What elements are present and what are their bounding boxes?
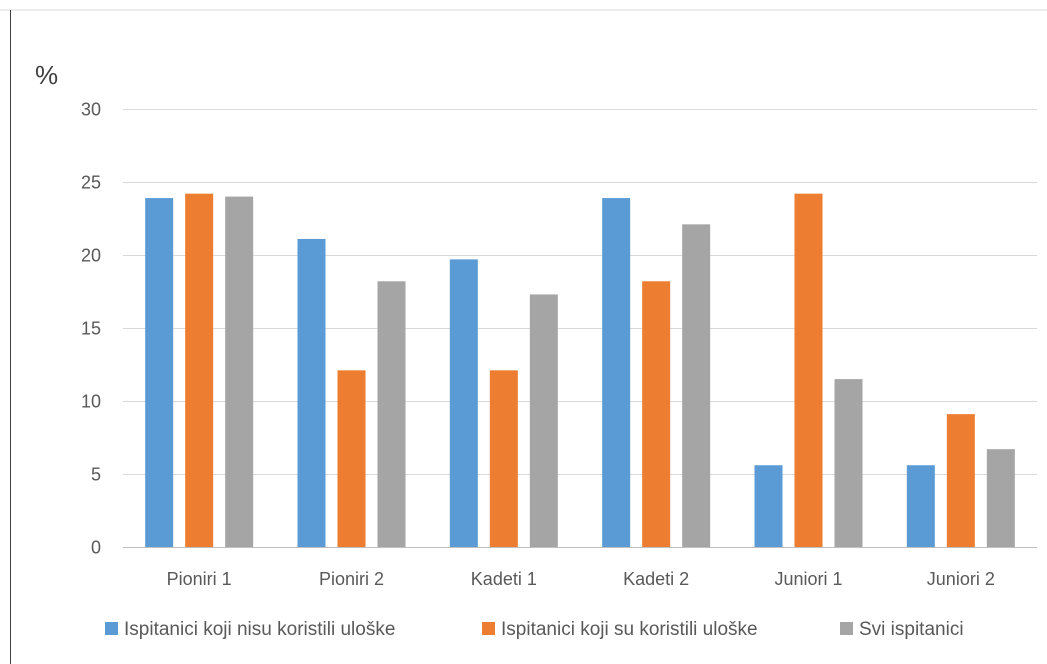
gridlines xyxy=(123,109,1037,548)
y-axis-ticks: 0 5 10 15 20 25 30 xyxy=(81,100,101,558)
x-tick-label: Kadeti 1 xyxy=(471,569,537,589)
legend-swatch xyxy=(105,622,118,635)
bar xyxy=(986,449,1015,547)
bar xyxy=(682,224,711,547)
bar xyxy=(337,370,366,547)
bar xyxy=(449,259,478,547)
x-tick-label: Kadeti 2 xyxy=(623,569,689,589)
y-tick-label: 10 xyxy=(81,392,101,412)
bar xyxy=(185,193,214,547)
x-tick-label: Juniori 1 xyxy=(774,569,842,589)
bar xyxy=(794,193,823,547)
x-axis-ticks: Pioniri 1 Pioniri 2 Kadeti 1 Kadeti 2 Junior… xyxy=(167,569,995,589)
legend-label: Svi ispitanici xyxy=(859,619,964,640)
bar xyxy=(754,465,783,547)
legend-label: Ispitanici koji su koristili uloške xyxy=(501,619,758,640)
bars xyxy=(145,193,1015,547)
x-tick-label: Pioniri 2 xyxy=(319,569,384,589)
bar xyxy=(297,238,326,547)
bar xyxy=(906,465,935,547)
legend-swatch xyxy=(840,622,853,635)
y-tick-label: 30 xyxy=(81,100,101,120)
x-tick-label: Pioniri 1 xyxy=(167,569,232,589)
y-tick-label: 15 xyxy=(81,319,101,339)
bar xyxy=(602,198,631,547)
legend-label: Ispitanici koji nisu koristili uloške xyxy=(124,619,395,640)
bar xyxy=(642,281,671,547)
bar xyxy=(834,379,863,547)
bar xyxy=(946,414,975,547)
y-axis-label: % xyxy=(35,60,58,90)
y-tick-label: 0 xyxy=(91,538,101,558)
legend-swatch xyxy=(482,622,495,635)
bar xyxy=(529,294,558,547)
y-tick-label: 25 xyxy=(81,173,101,193)
y-tick-label: 20 xyxy=(81,246,101,266)
bar xyxy=(145,198,174,547)
legend: Ispitanici koji nisu koristili uloške Isp… xyxy=(105,619,964,640)
bar xyxy=(489,370,518,547)
bar xyxy=(225,196,254,547)
bar xyxy=(377,281,406,547)
y-tick-label: 5 xyxy=(91,465,101,485)
x-tick-label: Juniori 2 xyxy=(927,569,995,589)
